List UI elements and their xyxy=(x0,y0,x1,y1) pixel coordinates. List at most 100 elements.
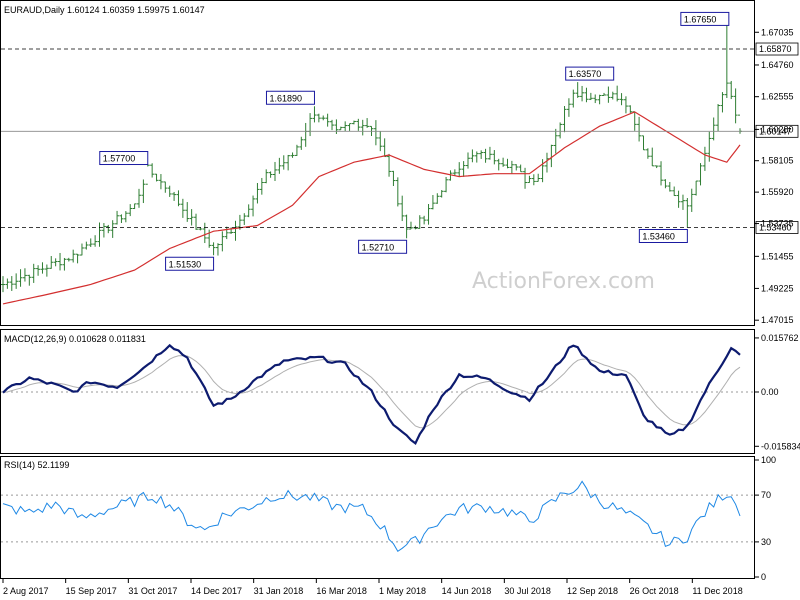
price-bar xyxy=(215,243,220,256)
price-bar xyxy=(93,235,98,247)
price-bar xyxy=(659,161,664,186)
price-bar xyxy=(566,98,571,117)
price-callout-label: 1.53460 xyxy=(642,231,675,241)
price-bar xyxy=(110,220,115,238)
macd-axis-tick-label: 0.00 xyxy=(761,387,779,397)
price-bar xyxy=(224,226,229,240)
price-bar xyxy=(593,94,598,104)
main-header: EURAUD,Daily 1.60124 1.60359 1.59975 1.6… xyxy=(4,5,205,15)
price-bar xyxy=(523,167,528,189)
price-bar xyxy=(584,87,589,103)
price-bar xyxy=(242,213,247,225)
price-bar xyxy=(31,263,36,283)
price-bar xyxy=(610,91,615,100)
watermark: ActionForex.com xyxy=(472,269,655,294)
rsi-header: RSI(14) 52.1199 xyxy=(4,460,69,470)
price-bar xyxy=(141,179,146,204)
price-bar xyxy=(694,180,699,196)
price-bar xyxy=(356,118,361,131)
macd-panel xyxy=(0,329,755,454)
price-bar xyxy=(308,113,313,137)
price-bar xyxy=(676,190,681,208)
price-callout-box xyxy=(265,90,315,105)
price-bar xyxy=(452,169,457,176)
price-bar xyxy=(619,93,624,106)
price-axis-tick-label: 1.55920 xyxy=(761,187,794,197)
price-bar xyxy=(189,209,194,226)
price-bar xyxy=(395,177,400,207)
price-bar xyxy=(22,268,27,282)
price-bar xyxy=(597,94,602,105)
price-bar xyxy=(698,163,703,186)
price-axis-tick-label: 1.62555 xyxy=(761,92,794,102)
macd-line xyxy=(2,343,741,445)
price-bar xyxy=(602,92,607,97)
price-bar xyxy=(167,185,172,197)
price-bar xyxy=(724,23,729,98)
price-bar xyxy=(685,198,690,228)
price-bar xyxy=(49,256,54,269)
price-bar xyxy=(479,150,484,159)
price-bar xyxy=(343,121,348,132)
price-bar xyxy=(430,195,435,210)
rsi-axis-tick-label: 100 xyxy=(761,455,776,465)
price-bar xyxy=(290,152,295,158)
price-bar xyxy=(575,82,580,98)
price-bar xyxy=(457,162,462,177)
price-bar xyxy=(466,152,471,169)
price-bar xyxy=(672,186,677,197)
price-callout-label: 1.52710 xyxy=(362,242,395,252)
price-bar xyxy=(303,122,308,147)
price-bar xyxy=(650,147,655,167)
price-bar xyxy=(360,119,365,136)
price-bar xyxy=(663,179,668,189)
price-bar xyxy=(702,146,707,171)
price-bar xyxy=(27,274,32,286)
price-bar xyxy=(36,265,41,276)
price-bar xyxy=(40,262,45,274)
price-bar xyxy=(711,117,716,141)
price-bar xyxy=(202,222,207,244)
price-bar xyxy=(71,249,76,263)
price-bar xyxy=(294,144,299,156)
price-bar xyxy=(531,174,536,186)
moving-average-line xyxy=(2,111,741,305)
date-axis-tick-label: 12 Sep 2018 xyxy=(567,586,618,596)
price-axis-tick-label: 1.49225 xyxy=(761,283,794,293)
price-bar xyxy=(246,204,251,218)
price-bar xyxy=(316,113,321,123)
price-bar xyxy=(286,154,291,171)
rsi-axis-tick-label: 30 xyxy=(761,537,771,547)
price-bar xyxy=(492,150,497,165)
price-callout-box xyxy=(638,228,688,243)
price-bar xyxy=(136,188,141,208)
price-bar xyxy=(128,204,133,217)
price-bar xyxy=(387,153,392,177)
price-bar xyxy=(544,152,549,173)
price-bar xyxy=(373,120,378,146)
price-callout-label: 1.67650 xyxy=(684,14,717,24)
price-bar xyxy=(483,148,488,163)
level-label: 1.60147 xyxy=(759,126,792,136)
price-bar xyxy=(365,118,370,128)
price-bar xyxy=(518,164,523,173)
date-axis-tick-label: 1 May 2018 xyxy=(379,586,426,596)
price-bar xyxy=(150,163,155,178)
price-bar xyxy=(338,126,343,131)
price-bar xyxy=(44,264,49,277)
price-bar xyxy=(272,161,277,182)
price-axis-tick-label: 1.64760 xyxy=(761,60,794,70)
date-axis-tick-label: 31 Jan 2018 xyxy=(254,586,304,596)
price-bar xyxy=(132,203,137,210)
date-axis-tick-label: 16 Mar 2018 xyxy=(316,586,367,596)
price-bar xyxy=(62,257,67,271)
price-bar xyxy=(312,106,317,123)
price-bar xyxy=(461,161,466,177)
date-axis-tick-label: 11 Dec 2018 xyxy=(692,586,742,596)
price-bar xyxy=(553,128,558,154)
price-bar xyxy=(334,119,339,134)
price-axis-tick-label: 1.60280 xyxy=(761,124,794,134)
price-bar xyxy=(18,269,23,287)
price-callout-label: 1.57700 xyxy=(103,154,136,164)
